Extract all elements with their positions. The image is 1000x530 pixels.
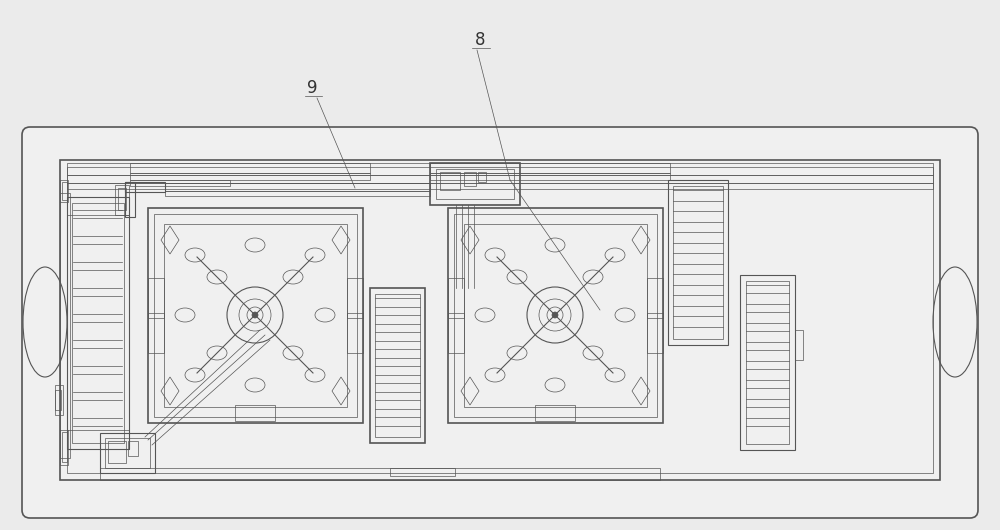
Bar bbox=[60, 430, 68, 465]
Bar bbox=[647, 278, 663, 318]
Text: 8: 8 bbox=[475, 31, 485, 49]
Bar bbox=[72, 203, 124, 443]
Bar bbox=[62, 432, 67, 462]
Bar bbox=[67, 163, 933, 175]
Bar bbox=[118, 188, 126, 210]
Bar bbox=[100, 468, 660, 480]
Bar bbox=[55, 385, 63, 415]
Bar bbox=[436, 169, 514, 199]
Bar bbox=[148, 278, 164, 318]
Bar bbox=[60, 193, 70, 458]
Bar bbox=[100, 433, 155, 473]
Bar bbox=[130, 163, 370, 173]
Bar bbox=[164, 224, 347, 407]
Bar bbox=[448, 208, 663, 423]
Bar bbox=[430, 173, 670, 180]
Bar bbox=[375, 294, 420, 437]
Bar bbox=[60, 160, 940, 480]
Bar bbox=[67, 197, 129, 215]
Bar bbox=[67, 197, 129, 449]
Bar bbox=[108, 441, 126, 463]
Bar bbox=[67, 430, 129, 449]
Bar bbox=[130, 180, 230, 186]
Bar bbox=[746, 281, 789, 444]
Bar bbox=[115, 185, 129, 215]
Bar bbox=[795, 330, 803, 360]
FancyBboxPatch shape bbox=[22, 127, 978, 518]
Bar bbox=[740, 275, 795, 450]
Bar bbox=[478, 172, 486, 182]
Circle shape bbox=[552, 312, 558, 318]
Bar bbox=[454, 214, 657, 417]
Bar bbox=[430, 163, 520, 205]
Bar bbox=[668, 180, 728, 345]
Bar bbox=[390, 468, 455, 476]
Bar bbox=[347, 313, 363, 353]
Bar bbox=[464, 172, 476, 186]
Bar bbox=[67, 175, 933, 183]
Circle shape bbox=[252, 312, 258, 318]
Bar bbox=[60, 180, 68, 202]
Bar bbox=[673, 186, 723, 339]
Bar bbox=[448, 278, 464, 318]
Text: 9: 9 bbox=[307, 79, 317, 97]
Bar bbox=[67, 167, 933, 473]
Bar bbox=[62, 182, 67, 200]
Bar bbox=[55, 390, 61, 410]
Bar bbox=[440, 172, 460, 190]
Bar bbox=[165, 191, 430, 196]
Bar bbox=[148, 313, 164, 353]
Bar bbox=[430, 163, 670, 173]
Bar bbox=[154, 214, 357, 417]
Bar bbox=[347, 278, 363, 318]
Bar bbox=[235, 405, 275, 421]
Bar bbox=[125, 182, 165, 192]
Bar bbox=[165, 183, 430, 191]
Bar bbox=[128, 441, 138, 456]
Bar bbox=[370, 288, 425, 443]
Bar bbox=[464, 224, 647, 407]
Bar bbox=[535, 405, 575, 421]
Bar bbox=[647, 313, 663, 353]
Bar bbox=[130, 173, 370, 180]
Bar bbox=[105, 438, 150, 468]
Bar bbox=[125, 182, 135, 217]
Bar bbox=[148, 208, 363, 423]
Bar bbox=[448, 313, 464, 353]
Bar bbox=[67, 183, 933, 189]
